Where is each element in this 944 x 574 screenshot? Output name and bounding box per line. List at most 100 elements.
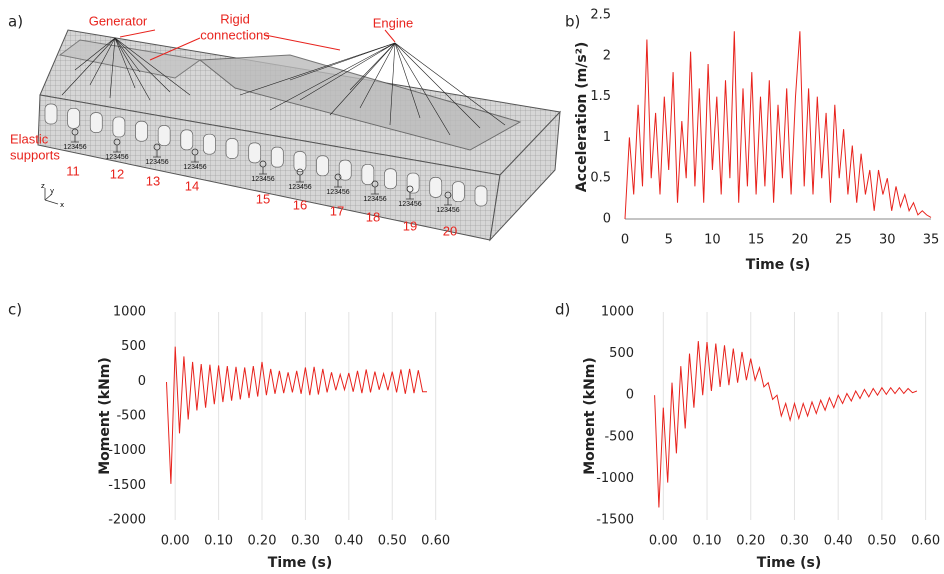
- opening: [203, 134, 215, 154]
- y-tick-label: 500: [121, 339, 146, 354]
- x-tick-label: 15: [748, 233, 765, 248]
- line-series: [167, 347, 428, 484]
- support-dof: 123456: [288, 184, 311, 191]
- x-tick-label: 0.30: [780, 534, 809, 549]
- label: Generator: [89, 13, 148, 28]
- x-axis-label: Time (s): [757, 555, 821, 571]
- support-number: 19: [403, 218, 417, 233]
- support-number: 13: [146, 173, 160, 188]
- panel-label: a): [8, 13, 23, 31]
- panel-label: b): [565, 13, 580, 31]
- line-series: [625, 31, 931, 219]
- opening: [136, 121, 148, 141]
- leader: [120, 30, 155, 37]
- support-dof: 123456: [363, 196, 386, 203]
- opening: [249, 143, 261, 163]
- y-tick-label: 0: [626, 388, 634, 403]
- y-tick-label: -500: [116, 409, 146, 424]
- support-number: 16: [293, 197, 307, 212]
- opening: [452, 182, 464, 202]
- support-number: 14: [185, 178, 199, 193]
- y-tick-label: -500: [604, 429, 634, 444]
- y-tick-label: -1500: [596, 513, 634, 528]
- x-tick-label: 0.60: [911, 534, 940, 549]
- y-tick-label: 0: [138, 374, 146, 389]
- x-axis-label: Time (s): [268, 555, 332, 571]
- leader: [385, 30, 395, 42]
- opening: [45, 104, 57, 124]
- label: Elastic: [10, 131, 49, 146]
- x-axis-label: Time (s): [746, 257, 810, 273]
- support-dof: 123456: [105, 154, 128, 161]
- opening: [430, 177, 442, 197]
- x-tick-label: 0.10: [693, 534, 722, 549]
- y-tick-label: 2.5: [590, 8, 611, 23]
- panel-label: c): [8, 301, 22, 319]
- figure: a) Generator Rigid connections Engine El…: [0, 0, 944, 574]
- support-dof: 123456: [436, 207, 459, 214]
- ship-model: a) Generator Rigid connections Engine El…: [8, 11, 560, 240]
- x-tick-label: 25: [835, 233, 852, 248]
- x-tick-label: 0.20: [248, 534, 277, 549]
- x-tick-label: 0.00: [649, 534, 678, 549]
- opening: [317, 156, 329, 176]
- y-axis-label: Acceleration (m/s²): [574, 42, 590, 193]
- x-tick-label: 0.30: [291, 534, 320, 549]
- x-tick-label: 0: [621, 233, 629, 248]
- x-tick-label: 0.50: [378, 534, 407, 549]
- support-number: 11: [66, 163, 80, 178]
- label: Engine: [373, 15, 413, 30]
- label: connections: [200, 27, 270, 42]
- axis-letter: y: [50, 187, 54, 195]
- opening: [294, 151, 306, 171]
- y-axis-label: Moment (kNm): [582, 357, 598, 475]
- x-tick-label: 30: [879, 233, 896, 248]
- y-tick-label: -1000: [108, 443, 146, 458]
- opening: [271, 147, 283, 167]
- opening: [158, 126, 170, 146]
- opening: [113, 117, 125, 137]
- support-dof: 123456: [145, 159, 168, 166]
- support-dof: 123456: [63, 144, 86, 151]
- x-tick-label: 35: [923, 233, 940, 248]
- x-tick-label: 0.10: [204, 534, 233, 549]
- y-tick-label: -2000: [108, 513, 146, 528]
- y-tick-label: 1000: [601, 305, 634, 320]
- x-tick-label: 0.20: [736, 534, 765, 549]
- x-tick-label: 5: [665, 233, 673, 248]
- support-number: 15: [256, 191, 270, 206]
- y-tick-label: 0: [603, 212, 611, 227]
- support-dof: 123456: [398, 201, 421, 208]
- line-series: [655, 341, 917, 507]
- support-number: 18: [366, 209, 380, 224]
- opening: [90, 113, 102, 133]
- support-number: 17: [330, 203, 344, 218]
- opening: [362, 164, 374, 184]
- axis-letter: x: [60, 201, 64, 209]
- opening: [226, 139, 238, 159]
- x-tick-label: 10: [704, 233, 721, 248]
- x-tick-label: 0.60: [421, 534, 450, 549]
- x-tick-label: 20: [792, 233, 809, 248]
- label: Rigid: [220, 11, 250, 26]
- opening: [384, 169, 396, 189]
- opening: [68, 108, 80, 128]
- support-dof: 123456: [183, 164, 206, 171]
- y-tick-label: -1000: [596, 471, 634, 486]
- support-number: 20: [443, 223, 457, 238]
- y-tick-label: 1.5: [590, 89, 611, 104]
- support-dof: 123456: [326, 189, 349, 196]
- x-tick-label: 0.50: [867, 534, 896, 549]
- y-tick-label: 500: [609, 346, 634, 361]
- opening: [181, 130, 193, 150]
- y-axis-label: Moment (kNm): [97, 357, 113, 475]
- support-dof: 123456: [251, 176, 274, 183]
- y-tick-label: 1000: [113, 305, 146, 320]
- y-tick-label: 1: [603, 130, 611, 145]
- y-tick-label: 2: [603, 48, 611, 63]
- panel-label: d): [555, 301, 570, 319]
- support-number: 12: [110, 166, 124, 181]
